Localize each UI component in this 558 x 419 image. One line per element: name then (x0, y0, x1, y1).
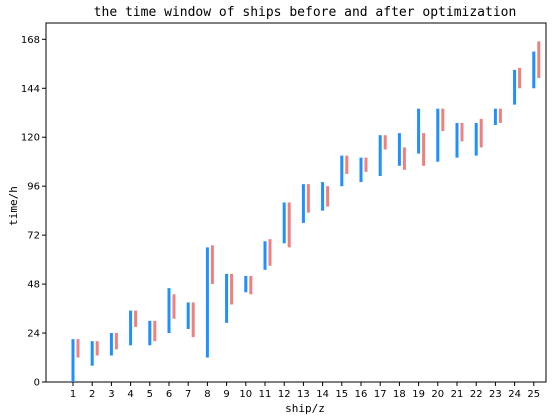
x-tick-label: 22 (470, 389, 483, 400)
x-tick-label: 10 (239, 389, 252, 400)
window-bar-after-ship-19 (422, 133, 426, 166)
window-bar-after-ship-18 (402, 147, 406, 170)
window-bar-after-ship-2 (95, 341, 99, 356)
window-bar-before-ship-6 (167, 288, 171, 334)
x-tick-label: 25 (527, 389, 540, 400)
window-bar-after-ship-8 (210, 245, 214, 285)
x-tick-label: 13 (297, 389, 310, 400)
window-bar-after-ship-5 (153, 320, 157, 342)
window-bar-before-ship-7 (186, 302, 190, 329)
window-bar-before-ship-8 (205, 247, 209, 358)
window-bar-before-ship-14 (321, 182, 325, 211)
window-bar-before-ship-22 (474, 122, 478, 156)
window-bar-after-ship-16 (364, 157, 368, 172)
x-tick-label: 4 (127, 389, 133, 400)
plot-frame (45, 22, 547, 383)
y-tick-label: 96 (27, 182, 40, 193)
y-tick-label: 48 (27, 280, 40, 291)
window-bar-before-ship-24 (513, 69, 517, 105)
y-tick-label: 144 (21, 84, 40, 95)
x-tick-label: 19 (412, 389, 425, 400)
x-tick-label: 16 (355, 389, 368, 400)
x-tick-label: 18 (393, 389, 406, 400)
x-tick-label: 3 (108, 389, 114, 400)
window-bar-after-ship-4 (134, 310, 138, 327)
window-bar-after-ship-13 (306, 184, 310, 213)
window-bar-before-ship-12 (282, 202, 286, 244)
window-bar-after-ship-21 (460, 122, 464, 142)
window-bar-before-ship-17 (378, 135, 382, 176)
window-bar-before-ship-4 (129, 310, 133, 346)
window-bar-after-ship-12 (287, 202, 291, 248)
x-tick-label: 5 (147, 389, 153, 400)
x-tick-label: 7 (185, 389, 191, 400)
x-tick-label: 8 (204, 389, 210, 400)
y-axis-label: time/h (7, 186, 20, 226)
y-tick-label: 168 (21, 35, 40, 46)
x-tick-label: 11 (259, 389, 272, 400)
window-bar-before-ship-13 (301, 184, 305, 223)
y-tick-label: 72 (27, 231, 40, 242)
x-tick-label: 1 (70, 389, 76, 400)
y-tick-label: 120 (21, 133, 40, 144)
window-bar-before-ship-18 (397, 133, 401, 166)
window-bar-before-ship-5 (148, 320, 152, 346)
window-bar-after-ship-1 (76, 339, 80, 358)
window-bar-before-ship-11 (263, 241, 267, 270)
window-bar-before-ship-23 (493, 108, 497, 125)
window-bar-before-ship-2 (90, 341, 94, 366)
window-bar-before-ship-19 (417, 108, 421, 154)
x-tick-label: 21 (451, 389, 464, 400)
window-bar-after-ship-17 (383, 135, 387, 150)
bars-layer (71, 41, 541, 382)
x-axis-label: ship/z (285, 402, 325, 415)
window-bar-before-ship-3 (109, 333, 113, 356)
x-tick-label: 15 (335, 389, 348, 400)
chart-title: the time window of ships before and afte… (94, 5, 517, 20)
y-tick-label: 0 (34, 378, 40, 389)
x-tick-label: 12 (278, 389, 291, 400)
x-tick-label: 2 (89, 389, 95, 400)
window-bar-after-ship-23 (498, 108, 502, 123)
x-tick-label: 6 (166, 389, 172, 400)
y-axis: 0 24 48 72 96 120 144 168 (21, 35, 46, 389)
window-bar-after-ship-24 (518, 67, 522, 89)
x-tick-label: 9 (223, 389, 229, 400)
window-bar-after-ship-25 (537, 41, 541, 79)
window-bar-before-ship-9 (225, 273, 229, 323)
window-bar-before-ship-25 (532, 51, 536, 89)
window-bar-after-ship-20 (441, 108, 445, 132)
window-bar-before-ship-20 (436, 108, 440, 162)
x-tick-label: 23 (489, 389, 502, 400)
window-bar-after-ship-9 (230, 273, 234, 305)
window-bar-before-ship-15 (340, 155, 344, 187)
x-axis: 1 2 3 4 5 6 7 8 9 10 11 12 13 14 15 16 17 18 19 20 21 22 23 24 2… (70, 382, 540, 400)
window-bar-before-ship-16 (359, 157, 363, 183)
x-tick-label: 24 (508, 389, 521, 400)
window-bar-before-ship-21 (455, 122, 459, 158)
window-bar-after-ship-10 (249, 275, 253, 295)
window-bar-after-ship-7 (191, 302, 195, 338)
x-tick-label: 14 (316, 389, 329, 400)
window-bar-after-ship-6 (172, 294, 176, 319)
window-bar-before-ship-1 (71, 339, 75, 382)
window-bar-after-ship-22 (479, 118, 483, 148)
y-tick-label: 24 (27, 329, 40, 340)
window-bar-after-ship-14 (326, 186, 330, 207)
window-bar-after-ship-11 (268, 239, 272, 266)
window-bar-after-ship-15 (345, 155, 349, 174)
x-tick-label: 17 (374, 389, 387, 400)
x-tick-label: 20 (431, 389, 444, 400)
window-bar-before-ship-10 (244, 275, 248, 293)
window-bar-after-ship-3 (114, 333, 118, 350)
